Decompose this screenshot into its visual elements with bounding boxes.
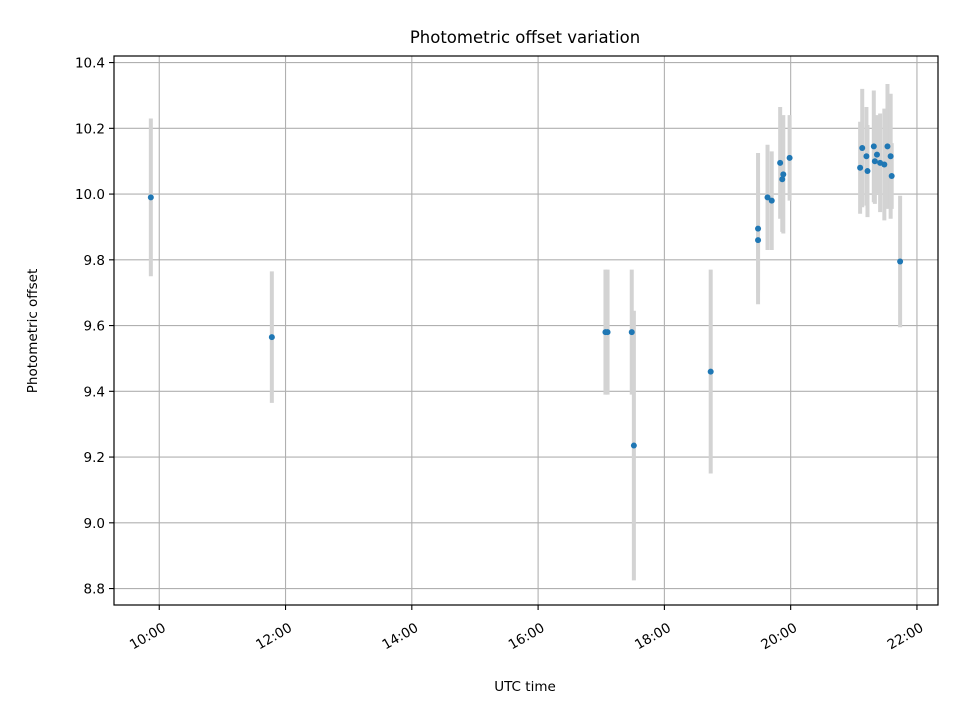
y-tick-label: 10.0 — [75, 187, 105, 203]
data-point — [630, 442, 637, 449]
data-point — [768, 197, 775, 204]
grid — [114, 56, 938, 605]
data-point — [268, 334, 275, 341]
data-point — [628, 329, 635, 336]
chart-title: Photometric offset variation — [410, 28, 640, 47]
y-tick-label: 10.2 — [75, 121, 105, 137]
plot-frame — [113, 55, 939, 606]
data-point — [863, 153, 870, 160]
data-point — [888, 172, 895, 179]
data-point — [873, 151, 880, 158]
data-point — [786, 154, 793, 161]
y-axis-label: Photometric offset — [25, 269, 41, 393]
data-point — [870, 143, 877, 150]
data-point — [864, 168, 871, 175]
data-point — [871, 158, 878, 165]
y-tick-label: 10.4 — [75, 56, 105, 72]
data-point — [707, 368, 714, 375]
data-point — [857, 164, 864, 171]
data-point — [755, 225, 762, 232]
data-point — [779, 176, 786, 183]
data-point — [755, 237, 762, 244]
data-point — [897, 258, 904, 265]
data-point — [884, 143, 891, 150]
data-point — [859, 145, 866, 152]
x-axis-label: UTC time — [494, 679, 556, 695]
y-tick-label: 9.8 — [84, 253, 105, 269]
data-point — [777, 159, 784, 166]
data-point — [881, 161, 888, 168]
data-point — [780, 171, 787, 178]
y-tick-label: 9.6 — [84, 319, 105, 335]
y-tick-label: 9.0 — [84, 516, 105, 532]
data-point — [764, 194, 771, 201]
y-tick-label: 9.4 — [84, 384, 105, 400]
plot-area — [114, 56, 938, 605]
data-point — [147, 194, 154, 201]
data-point — [604, 329, 611, 336]
y-axis-ticks: 8.8 9.0 9.2 9.4 9.6 9.8 10.0 10.2 10.4 — [75, 56, 114, 598]
y-tick-label: 8.8 — [84, 582, 105, 598]
data-point — [887, 153, 894, 160]
data-points — [147, 143, 904, 449]
y-tick-label: 9.2 — [84, 450, 105, 466]
